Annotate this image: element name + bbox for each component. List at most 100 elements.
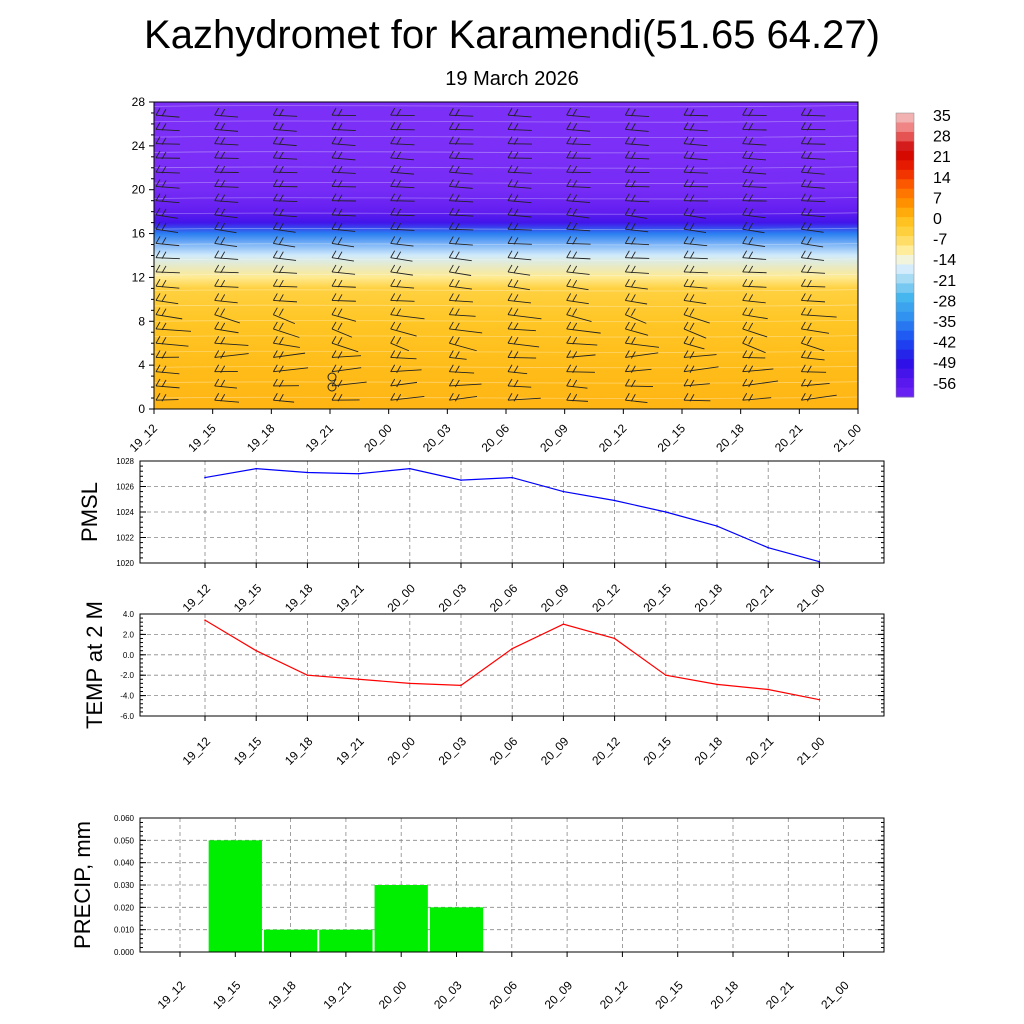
- wind-barb-flag: [572, 151, 578, 160]
- wind-barb-flag: [337, 180, 343, 188]
- wind-barb: [800, 278, 826, 288]
- wind-barb-flag: [220, 108, 226, 117]
- wind-barb-staff: [742, 143, 767, 146]
- wind-barb-flag: [278, 322, 284, 331]
- wind-barb-flag: [278, 279, 284, 288]
- wind-barb: [624, 221, 649, 233]
- wind-barb-staff: [683, 328, 707, 339]
- wind-barb-flag: [800, 307, 806, 315]
- wind-barb: [742, 307, 768, 320]
- wind-barb: [214, 164, 239, 174]
- wind-barb-flag: [337, 322, 343, 331]
- wind-barb-flag: [278, 151, 284, 160]
- x-tick-label: 20_18: [692, 734, 726, 768]
- colorbar-swatch: [896, 387, 914, 398]
- wind-barb: [742, 393, 772, 402]
- wind-barb-flag: [396, 194, 402, 202]
- wind-barb-flag: [806, 322, 812, 331]
- wind-barb-flag: [337, 123, 343, 131]
- wind-barb-staff: [801, 382, 830, 387]
- wind-barb-flag: [630, 279, 636, 288]
- wind-barb-flag: [448, 307, 454, 315]
- x-tick-label: 20_06: [479, 421, 513, 455]
- wind-barb-flag: [683, 122, 689, 130]
- wind-barb-staff: [273, 171, 298, 174]
- wind-barb-flag: [220, 365, 226, 373]
- wind-barb: [800, 264, 826, 274]
- wind-barb-staff: [507, 200, 532, 204]
- x-tick-label: 20_15: [640, 734, 674, 768]
- wind-barb-flag: [800, 378, 806, 387]
- temperature-contour: [153, 319, 859, 323]
- temperature-contour: [153, 166, 859, 169]
- wind-barb-flag: [572, 208, 578, 217]
- wind-barb: [507, 321, 536, 332]
- wind-barb-flag: [507, 364, 513, 372]
- wind-barb-flag: [448, 107, 454, 116]
- y-tick-label: -6.0: [120, 712, 134, 721]
- wind-barb-staff: [273, 228, 296, 233]
- wind-barb-flag: [337, 222, 343, 231]
- wind-barb: [742, 278, 767, 288]
- wind-barb-flag: [396, 279, 402, 288]
- wind-barb-flag: [683, 207, 689, 216]
- colorbar-swatch: [896, 302, 914, 313]
- wind-barb: [390, 350, 417, 360]
- wind-barb: [742, 250, 767, 260]
- wind-barb-staff: [155, 214, 178, 219]
- wind-barb-flag: [448, 278, 454, 287]
- wind-barb: [272, 307, 296, 325]
- wind-barb-flag: [278, 123, 284, 131]
- wind-barb-staff: [214, 228, 237, 234]
- wind-barb-flag: [155, 107, 161, 116]
- wind-barb-flag: [161, 165, 167, 174]
- wind-barb: [624, 393, 648, 403]
- wind-barb-flag: [630, 394, 636, 402]
- wind-barb-flag: [566, 278, 572, 287]
- colorbar-swatch: [896, 292, 914, 303]
- temperature-field: [154, 102, 858, 409]
- wind-barb-staff: [742, 314, 768, 320]
- wind-barb-flag: [396, 294, 402, 302]
- wind-barb-flag: [748, 379, 754, 388]
- wind-barb: [214, 293, 238, 304]
- wind-barb-flag: [800, 393, 806, 401]
- wind-barb: [683, 136, 708, 147]
- wind-barb: [331, 393, 360, 402]
- wind-barb-flag: [214, 136, 220, 144]
- wind-barb-flag: [390, 122, 396, 130]
- wind-barb: [742, 207, 766, 219]
- wind-barb: [507, 335, 540, 348]
- wind-barb-flag: [630, 322, 636, 331]
- chart-subtitle: 19 March 2026: [445, 68, 579, 90]
- y-tick-label: 1028: [116, 457, 134, 466]
- wind-barb: [390, 364, 422, 373]
- precip-bar: [208, 840, 262, 952]
- wind-barb-staff: [507, 185, 532, 189]
- wind-barb: [566, 236, 591, 245]
- wind-barb-flag: [748, 279, 754, 288]
- wind-barb-staff: [273, 399, 295, 403]
- wind-barb: [331, 236, 355, 248]
- wind-barb: [214, 207, 238, 219]
- wind-barb-flag: [566, 221, 572, 230]
- wind-barb-flag: [220, 123, 226, 131]
- wind-barb-flag: [272, 250, 278, 258]
- wind-barb-staff: [507, 114, 532, 118]
- wind-barb-flag: [806, 108, 812, 117]
- wind-barb-staff: [331, 367, 362, 373]
- wind-barb-flag: [689, 336, 695, 345]
- wind-barb-staff: [625, 257, 650, 259]
- wind-barb-flag: [220, 180, 226, 188]
- wind-barb-flag: [220, 194, 226, 202]
- wind-barb: [624, 378, 653, 388]
- wind-barb-flag: [390, 107, 396, 116]
- wind-barb-flag: [337, 365, 343, 373]
- wind-barb: [566, 107, 591, 118]
- wind-barb: [742, 264, 767, 274]
- wind-barb-flag: [337, 265, 343, 274]
- wind-barb-flag: [683, 179, 689, 187]
- colorbar-label: 14: [933, 170, 951, 187]
- wind-barb: [331, 293, 356, 302]
- wind-barb-flag: [507, 350, 513, 358]
